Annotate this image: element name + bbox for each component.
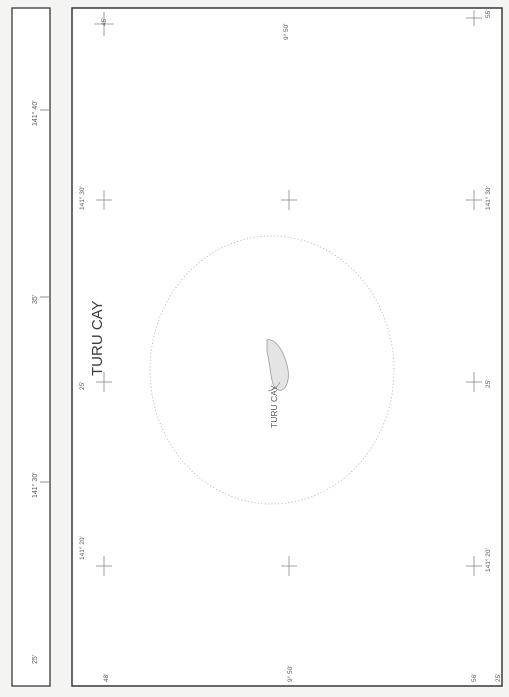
left-strip-panel	[11, 7, 51, 687]
cay-island	[266, 339, 289, 391]
top-label-lon-25: 25'	[79, 382, 86, 390]
right-label-lat-9-50: 9° 50'	[282, 24, 290, 41]
main-chart-panel	[71, 7, 503, 687]
bottom-label-lon-25: 25'	[485, 380, 492, 388]
left-label-lat-9-50: 9° 50'	[286, 666, 294, 683]
cay-feature-label: TURU CAY	[269, 385, 279, 428]
strip-label-lon-141-40: 141° 40'	[31, 100, 39, 126]
left-label-lat-56: 56'	[471, 674, 478, 682]
bottom-label-lat-55: 55'	[485, 10, 492, 18]
top-label-lon-141-30: 141° 30'	[78, 186, 86, 210]
cross-mark	[466, 10, 482, 26]
top-label-lat-45: 45'	[101, 18, 108, 26]
corner-label-lon-25: 25'	[495, 674, 502, 682]
strip-label-lon-35: 35'	[32, 295, 39, 304]
left-label-lat-48: 48'	[103, 674, 110, 682]
cross-mark	[96, 556, 112, 576]
cross-mark	[466, 556, 482, 576]
cross-mark	[281, 190, 297, 210]
graticule-crosses	[94, 10, 482, 576]
top-label-lon-141-20: 141° 20'	[78, 536, 86, 560]
cross-mark	[96, 372, 112, 392]
reef-outline	[149, 235, 395, 505]
cross-mark	[96, 190, 112, 210]
cross-mark	[466, 372, 482, 392]
cross-mark	[281, 556, 297, 576]
cross-mark	[94, 12, 114, 36]
bottom-label-lon-141-30: 141° 30'	[484, 186, 492, 210]
cay-leader-line	[267, 381, 281, 392]
chart-title: TURU CAY	[89, 300, 106, 376]
strip-label-lon-141-30: 141° 30'	[31, 472, 39, 498]
cross-mark	[466, 190, 482, 210]
bottom-label-lon-141-20: 141° 20'	[484, 548, 492, 572]
strip-label-lon-25: 25'	[32, 655, 39, 664]
